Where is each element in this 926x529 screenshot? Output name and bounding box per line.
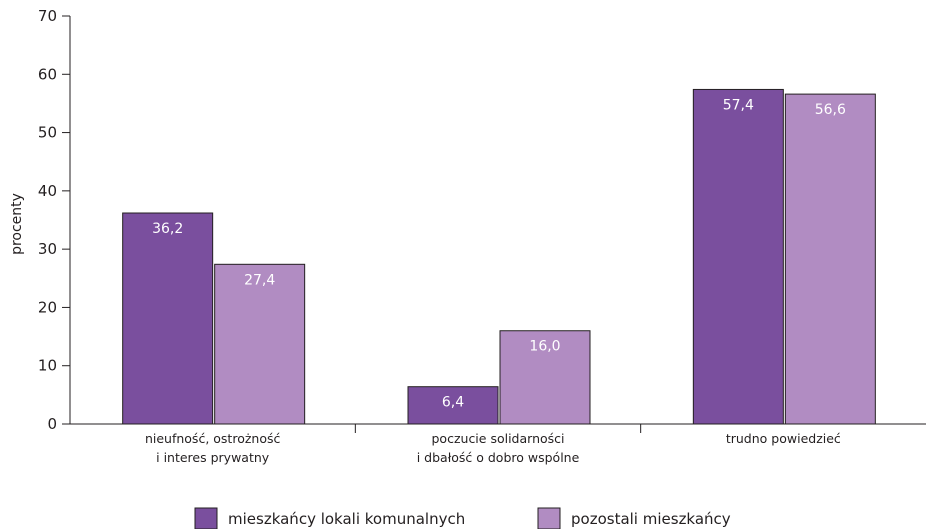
data-label: 16,0 — [529, 339, 560, 355]
legend-label-series-2: pozostali mieszkańcy — [571, 510, 731, 528]
y-tick-label: 30 — [38, 240, 57, 258]
y-tick-label: 60 — [38, 65, 57, 83]
y-tick-label: 20 — [38, 298, 57, 316]
bar — [784, 93, 876, 425]
data-label: 6,4 — [442, 395, 464, 411]
x-tick-label: poczucie solidarności — [432, 431, 565, 446]
y-tick-label: 10 — [38, 357, 57, 375]
x-tick-label: nieufność, ostrożność — [145, 431, 281, 446]
y-axis-ticks: 0 10 20 30 40 50 60 70 — [38, 7, 70, 433]
y-axis-label: procenty — [9, 193, 25, 255]
y-tick-label: 0 — [47, 415, 57, 433]
bar — [122, 212, 214, 425]
bar — [692, 88, 784, 425]
bars: 36,2 27,4 6,4 16,0 57,4 56,6 — [122, 88, 876, 425]
legend-swatch-series-2 — [537, 507, 561, 529]
y-tick-label: 40 — [38, 182, 57, 200]
bar — [499, 330, 591, 425]
x-tick-label: trudno powiedzieć — [726, 431, 841, 446]
bar — [214, 263, 306, 425]
data-label: 57,4 — [723, 97, 754, 113]
legend-label-series-1: mieszkańcy lokali komunalnych — [228, 510, 465, 528]
axes — [69, 16, 926, 433]
x-tick-label: i interes prywatny — [156, 450, 270, 465]
y-tick-label: 50 — [38, 124, 57, 142]
data-label: 36,2 — [152, 221, 183, 237]
legend-swatch-series-1 — [194, 507, 218, 529]
category-labels: nieufność, ostrożność i interes prywatny p… — [145, 431, 841, 465]
legend: mieszkańcy lokali komunalnych pozostali … — [194, 507, 731, 529]
y-tick-label: 70 — [38, 7, 57, 25]
data-label: 27,4 — [244, 272, 275, 288]
x-tick-label: i dbałość o dobro wspólne — [417, 450, 580, 465]
data-label: 56,6 — [815, 102, 846, 118]
